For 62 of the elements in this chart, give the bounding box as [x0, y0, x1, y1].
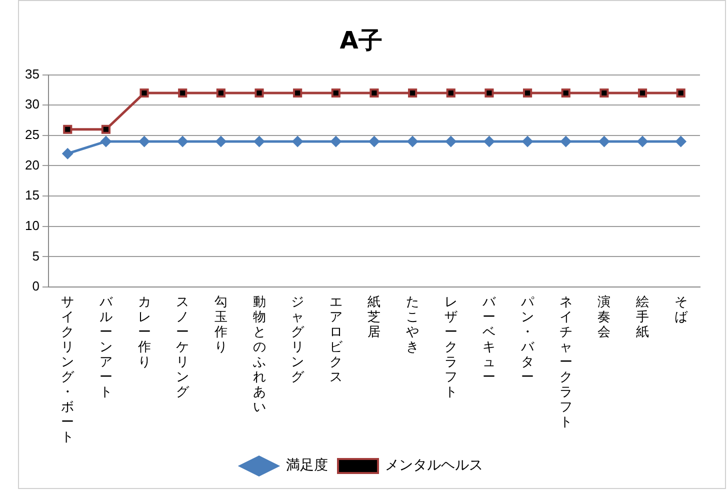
- legend-label: 満足度: [286, 458, 328, 474]
- point: [370, 88, 379, 98]
- y-tick-label: 30: [24, 96, 40, 112]
- point: [561, 88, 570, 98]
- point: [484, 88, 494, 98]
- point: [560, 136, 572, 147]
- x-tick-label: バルーンアート: [98, 295, 113, 400]
- x-tick-label: 動物とのふれあい: [252, 295, 266, 415]
- legend-label: メンタルヘルス: [385, 458, 483, 474]
- x-tick-label: たこやき: [406, 295, 420, 355]
- point: [254, 88, 264, 98]
- x-tick-label: そば: [674, 295, 688, 325]
- point: [446, 88, 456, 98]
- y-tick-label: 20: [24, 157, 40, 172]
- point: [140, 88, 149, 98]
- point: [484, 136, 495, 147]
- point: [598, 136, 610, 147]
- x-tick-label: レザークラフト: [444, 295, 458, 400]
- point: [676, 88, 686, 98]
- point: [216, 88, 226, 98]
- x-tick-label: スノーケリング: [176, 295, 190, 400]
- x-tick-label: 勾玉作り: [214, 295, 228, 355]
- point: [675, 136, 686, 147]
- y-tick-label: 35: [24, 66, 40, 82]
- category-label: ネイチャークラフト: [559, 295, 572, 430]
- point: [368, 136, 380, 147]
- point: [408, 88, 418, 98]
- chart-title: A子: [340, 26, 382, 55]
- point: [63, 124, 72, 134]
- x-tick-label: 紙芝居: [367, 295, 382, 340]
- y-tick-label: 0: [32, 278, 40, 294]
- x-tick-label: 演奏会: [597, 295, 612, 340]
- point: [177, 136, 188, 147]
- point: [215, 136, 226, 147]
- point: [138, 136, 150, 147]
- point: [600, 88, 609, 98]
- point: [637, 136, 648, 147]
- point: [100, 136, 112, 147]
- point: [178, 88, 188, 98]
- y-tick-label: 10: [24, 218, 40, 233]
- point: [523, 88, 532, 98]
- point: [254, 136, 265, 147]
- y-tick-label: 5: [32, 248, 40, 264]
- point: [62, 148, 74, 160]
- category-label: サイクリング・ボート: [61, 295, 74, 445]
- point: [445, 136, 456, 147]
- y-tick-label: 25: [24, 127, 40, 142]
- point: [522, 136, 534, 147]
- y-tick-label: 15: [24, 188, 40, 203]
- point: [407, 136, 418, 147]
- point: [331, 88, 340, 98]
- x-tick-label: パン・バター: [520, 295, 535, 385]
- point: [293, 88, 302, 98]
- point: [330, 136, 342, 147]
- point: [292, 136, 304, 147]
- x-tick-label: エアロビクス: [328, 295, 343, 385]
- point: [101, 124, 110, 134]
- x-tick-label: 絵手紙: [636, 295, 650, 340]
- x-tick-label: ジャグリング: [290, 295, 305, 385]
- x-tick-label: カレー作り: [137, 295, 152, 370]
- point: [638, 88, 648, 98]
- x-tick-label: バーベキュー: [482, 295, 496, 385]
